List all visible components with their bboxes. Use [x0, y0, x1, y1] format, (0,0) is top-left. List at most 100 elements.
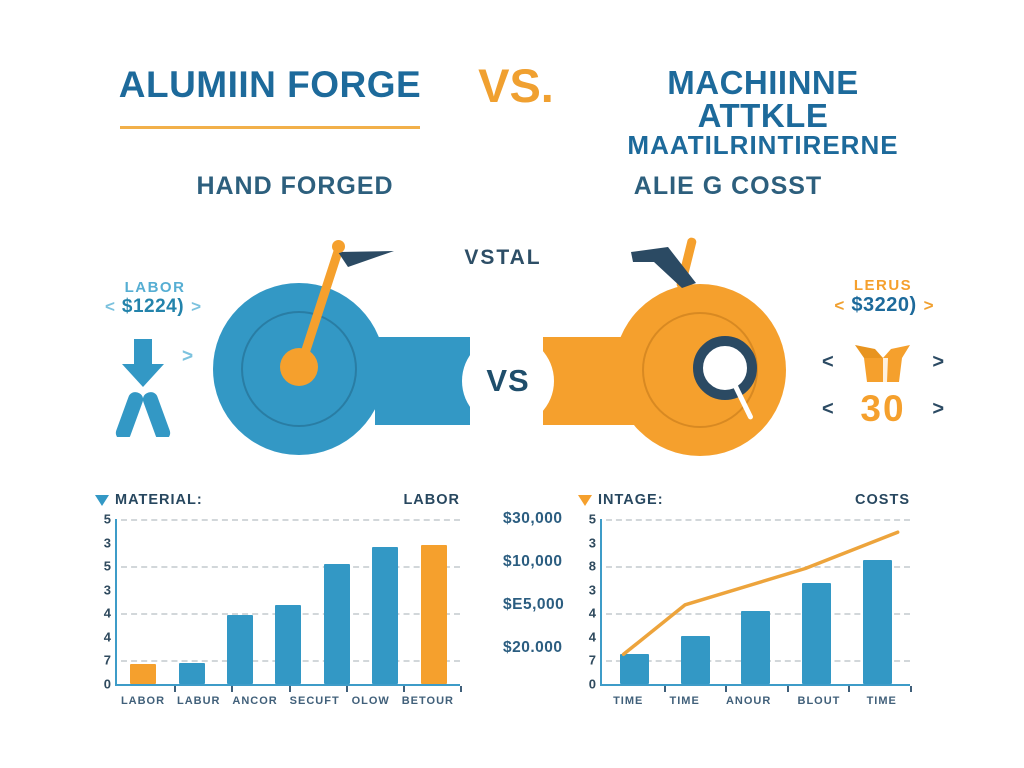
- cost-value: $E5,000: [503, 596, 565, 613]
- y-axis-tick-label: 0: [588, 676, 596, 692]
- x-axis-category-label: LABUR: [176, 695, 221, 707]
- x-axis-category-label: TIME: [613, 695, 644, 707]
- right-angle-bracket-icon: >: [191, 297, 202, 316]
- trend-line: [602, 519, 910, 684]
- axis-tick: [725, 686, 728, 692]
- plot-area: 5 3 8 3 4 4 7 0: [589, 512, 912, 692]
- quantity-row: < 30 >: [822, 388, 944, 430]
- axis-tick: [663, 686, 666, 692]
- y-axis-tick-label: 7: [588, 652, 596, 668]
- gridline: [606, 519, 910, 521]
- y-axis-tick-label: 5: [103, 558, 111, 574]
- press-anvil-icon: [115, 339, 171, 437]
- left-subtitle: HAND FORGED: [196, 172, 394, 200]
- x-axis-labels: TIME TIME ANOUR BLOUT TIME: [600, 695, 910, 707]
- axis-tick: [231, 686, 234, 692]
- y-axis-tick-label: 4: [103, 629, 111, 645]
- arrow-hint-bracket-icon: >: [182, 346, 194, 367]
- chart-header: MATERIAL: LABOR: [95, 490, 460, 510]
- right-connector-bar: [543, 337, 638, 425]
- axis-tick: [460, 686, 462, 692]
- cost-value: $30,000: [503, 510, 563, 527]
- y-axis-tick-label: 3: [103, 582, 111, 598]
- x-axis-category-label: TIME: [866, 695, 897, 707]
- axis-tick: [345, 686, 348, 692]
- left-angle-bracket-icon: <: [104, 297, 115, 316]
- cost-value: $20.000: [503, 639, 563, 656]
- bar: [619, 654, 649, 684]
- chart-title-right: LABOR: [403, 492, 460, 508]
- vs-badge: VS: [462, 335, 554, 427]
- bar: [680, 636, 710, 684]
- right-gear-inner-ring-icon: [642, 312, 758, 428]
- right-title-line2: MAATILRINTIRERNE: [627, 130, 899, 160]
- center-caption: VSTAL: [464, 246, 542, 269]
- y-axis-tick-label: 8: [588, 558, 596, 574]
- labor-stat-label: LABOR: [124, 279, 186, 296]
- hammer-head-icon: [338, 251, 394, 267]
- y-axis-tick-label: 4: [588, 629, 596, 645]
- cost-values-column: $30,000 $10,000 $E5,000 $20.000: [503, 510, 613, 657]
- axis-tick: [288, 686, 291, 692]
- x-axis-category-label: ANCOR: [232, 695, 278, 707]
- handle-knob-icon: [332, 240, 345, 253]
- axis-tick: [786, 686, 789, 692]
- left-gear-inner-ring-icon: [241, 311, 357, 427]
- y-axis-tick-label: 5: [588, 511, 596, 527]
- bar: [323, 563, 350, 684]
- cost-value: $10,000: [503, 553, 563, 570]
- x-axis-labels: LABOR LABUR ANCOR SECUFT OLOW BETOUR: [115, 695, 460, 707]
- chart-title-left: INTAGE:: [598, 492, 664, 508]
- bars-group: [602, 519, 910, 684]
- left-angle-bracket-icon: <: [822, 350, 834, 373]
- y-axis-tick-label: 3: [588, 535, 596, 551]
- lerus-stat-value: $3220): [851, 294, 917, 316]
- machine-arm-icon: [631, 237, 697, 289]
- plot-area: 5 3 5 3 4 4 7 0: [104, 512, 462, 692]
- labor-stat-value-row: < $1224) >: [78, 296, 228, 318]
- chart-title-right: COSTS: [855, 492, 910, 508]
- bar: [802, 583, 832, 684]
- lerus-stat-value-row: < $3220) >: [814, 294, 954, 317]
- chart-title-left: MATERIAL:: [115, 492, 203, 508]
- bar: [372, 547, 399, 684]
- y-axis-tick-label: 0: [103, 676, 111, 692]
- triangle-marker-icon: [578, 494, 592, 506]
- axis-tick: [848, 686, 851, 692]
- axis-tick: [174, 686, 177, 692]
- x-axis-category-label: BLOUT: [797, 695, 841, 707]
- bar: [741, 611, 771, 684]
- labor-stat-value: $1224): [121, 296, 185, 317]
- x-axis-category-label: ANOUR: [725, 695, 772, 707]
- y-axis-tick-label: 3: [103, 535, 111, 551]
- bar: [130, 664, 157, 684]
- left-connector-bar: [375, 337, 470, 425]
- bars-group: [117, 519, 460, 684]
- x-axis-category-label: SECUFT: [289, 695, 340, 707]
- intage-costs-chart: INTAGE: COSTS 5 3 8 3 4 4 7 0 TIME TIME ANOUR BLOU…: [578, 490, 912, 707]
- y-axis-tick-label: 4: [588, 605, 596, 621]
- lerus-stat-label: LERUS: [853, 277, 913, 294]
- bar: [420, 545, 447, 684]
- x-axis-category-label: OLOW: [351, 695, 390, 707]
- axis-tick: [910, 686, 912, 692]
- right-angle-bracket-icon: >: [923, 295, 934, 315]
- package-row: < >: [822, 336, 944, 388]
- left-angle-bracket-icon: <: [822, 397, 834, 420]
- magnifier-lens-icon: [693, 336, 757, 400]
- right-title-line1: MACHIINNE ATTKLE: [667, 64, 859, 134]
- y-axis-tick-label: 4: [103, 605, 111, 621]
- axis-tick: [402, 686, 405, 692]
- bar: [275, 604, 302, 684]
- gridline: [121, 566, 460, 569]
- package-box-icon: [855, 345, 910, 382]
- y-axis-tick-label: 7: [103, 652, 111, 668]
- bar: [863, 560, 893, 684]
- triangle-marker-icon: [95, 494, 109, 506]
- gridline: [606, 566, 910, 569]
- vs-title: VS.: [478, 59, 554, 112]
- x-axis-category-label: BETOUR: [401, 695, 454, 707]
- left-gear-hub-icon: [280, 348, 318, 386]
- y-axis-tick-label: 5: [103, 511, 111, 527]
